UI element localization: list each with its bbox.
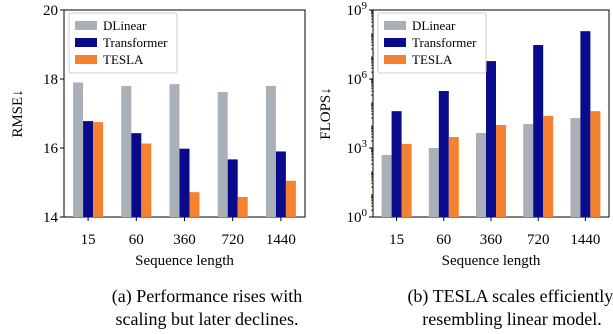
- x-axis-label: Sequence length: [442, 253, 541, 269]
- legend-swatch-transformer: [75, 38, 97, 47]
- caption-line: scaling but later declines.: [116, 309, 299, 329]
- x-axis-label: Sequence length: [135, 253, 234, 269]
- bar-transformer-1440: [275, 151, 286, 217]
- bar-dlinear-1440: [265, 85, 276, 218]
- bar-transformer-15: [83, 121, 94, 217]
- x-tick-label: 15: [81, 232, 96, 248]
- bar-dlinear-15: [381, 154, 392, 217]
- legend-label-tesla: TESLA: [412, 52, 453, 67]
- caption-line: resembling linear model.: [422, 309, 601, 329]
- bar-tesla-720: [543, 115, 554, 217]
- legend-swatch-tesla: [75, 55, 97, 64]
- y-tick-label: 16: [43, 141, 59, 157]
- y-tick-label: 14: [43, 210, 59, 226]
- chart-a: 15 60 360 720 1440 14 16 18 20 RMSE↓ Sequence leng…: [10, 3, 306, 329]
- x-tick-label: 720: [221, 232, 244, 248]
- bar-tesla-15: [401, 143, 412, 217]
- bar-transformer-360: [486, 61, 496, 217]
- bar-dlinear-720: [523, 124, 534, 217]
- legend-swatch-transformer: [384, 38, 406, 47]
- legend-label-transformer: Transformer: [103, 35, 168, 50]
- bar-transformer-720: [533, 45, 544, 217]
- legend-swatch-dlinear: [75, 21, 97, 30]
- y-axis-label: RMSE↓: [10, 89, 26, 137]
- legend-label-tesla: TESLA: [103, 52, 144, 67]
- legend-swatch-tesla: [384, 55, 406, 64]
- bar-dlinear-15: [73, 82, 84, 217]
- bar-tesla-1440: [285, 180, 296, 217]
- bar-transformer-1440: [580, 31, 591, 217]
- caption-line: (a) Performance rises with: [112, 286, 302, 307]
- y-tick-label: 106: [347, 69, 368, 88]
- x-tick-label: 360: [480, 232, 503, 248]
- y-tick-label: 18: [43, 72, 58, 88]
- caption-line: (b) TESLA scales efficiently,: [407, 286, 613, 307]
- legend-label-transformer: Transformer: [412, 35, 477, 50]
- x-tick-label: 15: [389, 232, 404, 248]
- bar-dlinear-60: [121, 85, 132, 218]
- y-tick-label: 100: [347, 207, 368, 226]
- bar-transformer-15: [391, 111, 402, 217]
- bar-tesla-360: [189, 192, 200, 217]
- bar-transformer-360: [179, 148, 190, 217]
- x-tick-label: 720: [527, 232, 550, 248]
- bar-dlinear-360: [169, 84, 180, 217]
- bar-tesla-60: [448, 137, 459, 217]
- bar-transformer-60: [131, 133, 142, 217]
- y-tick-label: 20: [43, 3, 58, 19]
- x-tick-label: 60: [129, 232, 144, 248]
- y-axis-label: FLOPS↓: [318, 87, 334, 140]
- x-tick-label: 60: [436, 232, 451, 248]
- x-tick-label: 1440: [570, 232, 600, 248]
- bar-tesla-720: [237, 196, 248, 217]
- bar-tesla-60: [141, 143, 152, 217]
- x-tick-label: 1440: [266, 232, 296, 248]
- bar-dlinear-60: [428, 148, 439, 217]
- bar-transformer-60: [438, 91, 449, 217]
- chart-b: 15 60 360 720 1440 100 103 106 109 FLOPS↓ Sequence…: [318, 0, 613, 329]
- legend-swatch-dlinear: [384, 21, 406, 30]
- y-tick-label: 103: [347, 138, 368, 157]
- legend-label-dlinear: DLinear: [412, 18, 456, 33]
- bar-tesla-360: [496, 125, 506, 217]
- bar-dlinear-720: [217, 92, 228, 217]
- bar-tesla-15: [93, 122, 104, 217]
- x-tick-label: 360: [173, 232, 196, 248]
- y-tick-label: 109: [347, 0, 368, 19]
- legend-label-dlinear: DLinear: [103, 18, 147, 33]
- bar-dlinear-360: [476, 132, 486, 217]
- bar-dlinear-1440: [570, 118, 581, 217]
- bar-transformer-720: [227, 159, 238, 217]
- bar-tesla-1440: [590, 111, 601, 217]
